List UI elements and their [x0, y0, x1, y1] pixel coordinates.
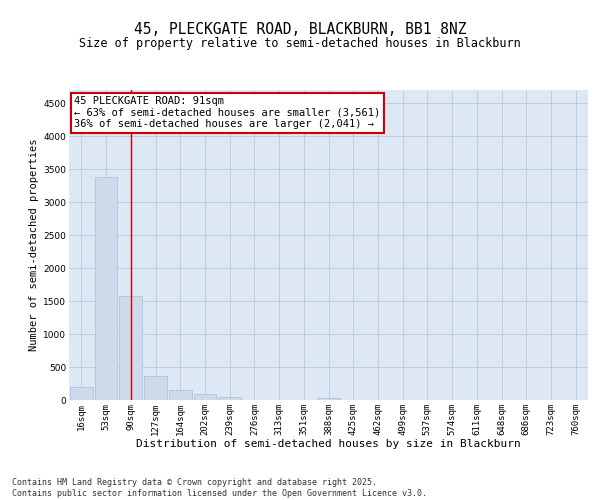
- Bar: [317, 398, 340, 400]
- Y-axis label: Number of semi-detached properties: Number of semi-detached properties: [29, 138, 39, 351]
- Text: Contains HM Land Registry data © Crown copyright and database right 2025.
Contai: Contains HM Land Registry data © Crown c…: [12, 478, 427, 498]
- Bar: [218, 398, 241, 400]
- Bar: [119, 296, 142, 400]
- Bar: [144, 376, 167, 400]
- Text: 45 PLECKGATE ROAD: 91sqm
← 63% of semi-detached houses are smaller (3,561)
36% o: 45 PLECKGATE ROAD: 91sqm ← 63% of semi-d…: [74, 96, 380, 130]
- Bar: [95, 177, 118, 400]
- Text: 45, PLECKGATE ROAD, BLACKBURN, BB1 8NZ: 45, PLECKGATE ROAD, BLACKBURN, BB1 8NZ: [134, 22, 466, 38]
- Text: Size of property relative to semi-detached houses in Blackburn: Size of property relative to semi-detach…: [79, 38, 521, 51]
- Bar: [70, 387, 93, 400]
- Bar: [169, 390, 191, 400]
- Bar: [194, 394, 216, 400]
- X-axis label: Distribution of semi-detached houses by size in Blackburn: Distribution of semi-detached houses by …: [136, 439, 521, 449]
